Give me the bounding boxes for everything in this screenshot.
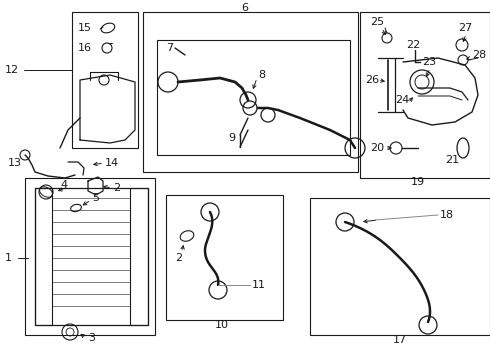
Bar: [25, 178, 155, 335]
Text: 28: 28: [472, 50, 486, 60]
Bar: [166, 195, 283, 320]
Text: 14: 14: [105, 158, 119, 168]
Text: 24: 24: [395, 95, 409, 105]
Text: 20: 20: [370, 143, 384, 153]
Text: 7: 7: [166, 43, 173, 53]
Text: 11: 11: [252, 280, 266, 290]
Text: 19: 19: [411, 177, 425, 187]
Text: 18: 18: [440, 210, 454, 220]
Text: 26: 26: [365, 75, 379, 85]
Text: 2: 2: [113, 183, 120, 193]
Text: 1: 1: [5, 253, 12, 263]
Text: 25: 25: [370, 17, 384, 27]
Text: 10: 10: [215, 320, 229, 330]
Text: 15: 15: [78, 23, 92, 33]
Text: 21: 21: [445, 155, 459, 165]
Text: 27: 27: [458, 23, 472, 33]
Text: 8: 8: [258, 70, 265, 80]
Text: 9: 9: [228, 133, 235, 143]
Text: 23: 23: [422, 57, 436, 67]
Text: 6: 6: [242, 3, 248, 13]
Text: 16: 16: [78, 43, 92, 53]
Bar: [143, 12, 358, 172]
Bar: [310, 198, 490, 335]
Bar: [130, 188, 148, 325]
Text: 3: 3: [88, 333, 95, 343]
Text: 13: 13: [8, 158, 22, 168]
Text: 2: 2: [175, 253, 182, 263]
Text: 17: 17: [393, 335, 407, 345]
Bar: [72, 12, 138, 148]
Text: 22: 22: [406, 40, 420, 50]
Text: 5: 5: [92, 193, 99, 203]
Bar: [360, 12, 490, 178]
Bar: [35, 188, 52, 325]
Bar: [35, 188, 148, 325]
Bar: [157, 40, 350, 155]
Text: 12: 12: [5, 65, 19, 75]
Text: 4: 4: [60, 180, 67, 190]
